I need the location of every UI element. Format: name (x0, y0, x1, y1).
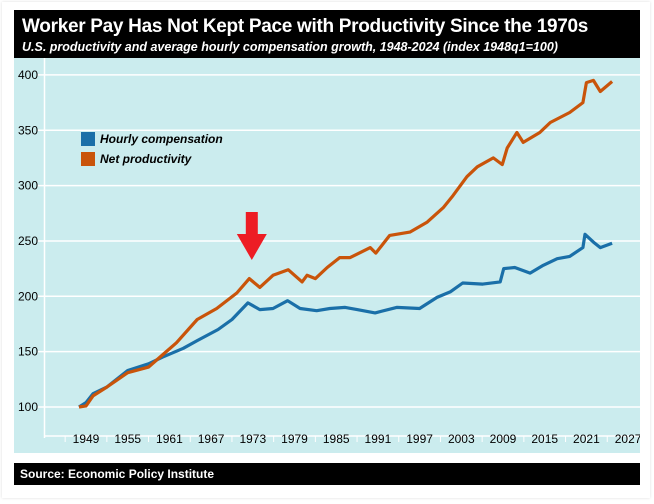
legend-swatch (81, 132, 95, 146)
legend-label: Net productivity (100, 152, 193, 166)
x-tick-label: 1955 (114, 432, 141, 446)
legend-label: Hourly compensation (100, 132, 223, 146)
y-tick-label: 250 (18, 234, 38, 248)
x-tick-label: 1967 (198, 432, 225, 446)
series-line-net-productivity (78, 78, 614, 409)
x-tick-label: 1979 (281, 432, 308, 446)
chart-footer: Source: Economic Policy Institute (14, 463, 640, 485)
x-tick-label: 1991 (365, 432, 392, 446)
x-tick-label: 2015 (531, 432, 558, 446)
y-tick-label: 300 (18, 179, 38, 193)
plot-panel: 100 150 200 250 300 350 400 1949 1955 1961 1967 197… (14, 58, 640, 453)
legend-swatch (81, 152, 95, 166)
y-tick-label: 200 (18, 289, 38, 303)
x-tick-label: 1997 (406, 432, 433, 446)
y-tick-label: 150 (18, 345, 38, 359)
chart-subtitle: U.S. productivity and average hourly com… (22, 40, 558, 54)
x-tick-label: 2021 (573, 432, 600, 446)
y-tick-label: 100 (18, 400, 38, 414)
chart-header: Worker Pay Has Not Kept Pace with Produc… (14, 10, 640, 58)
red-arrow-icon (236, 212, 267, 260)
x-tick-label: 1949 (73, 432, 100, 446)
line-chart: 100 150 200 250 300 350 400 1949 1955 1961 1967 197… (18, 58, 640, 446)
x-tick-label: 1961 (156, 432, 183, 446)
x-tick-label: 2027 (615, 432, 640, 446)
series-line-hourly-compensation (78, 232, 613, 409)
y-tick-label: 350 (18, 123, 38, 137)
x-tick-label: 1985 (323, 432, 350, 446)
x-tick-label: 2009 (490, 432, 517, 446)
x-tick-label: 2003 (448, 432, 475, 446)
chart-title: Worker Pay Has Not Kept Pace with Produc… (22, 16, 589, 37)
x-tick-label: 1973 (239, 432, 266, 446)
source-note: Source: Economic Policy Institute (20, 467, 215, 481)
y-tick-label: 400 (18, 68, 38, 82)
